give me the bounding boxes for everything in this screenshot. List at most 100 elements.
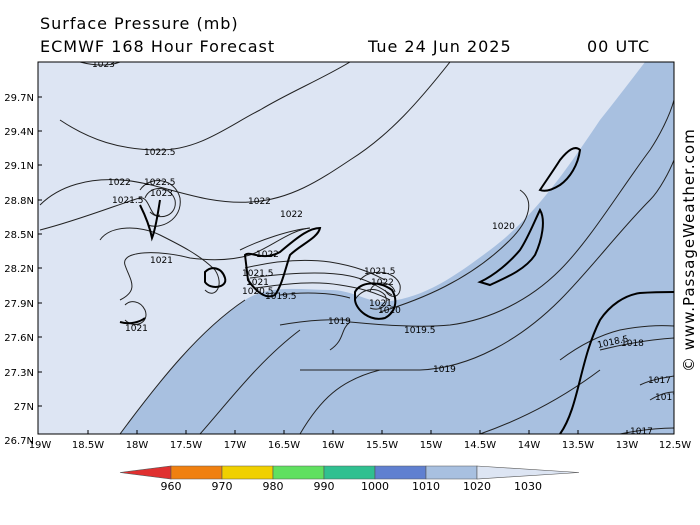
- lon-ticks: [87, 430, 628, 434]
- colorbar-segment: [119, 465, 172, 480]
- isobar-1018-5: [559, 325, 674, 361]
- isobars: [39, 62, 674, 434]
- label-1019-5-a: 1019.5: [265, 292, 297, 302]
- label-1020-b: 1020: [492, 222, 515, 232]
- colorbar-label: 1020: [463, 480, 491, 493]
- coast-la-palma: [139, 199, 161, 242]
- lon-label: 15.5W: [366, 440, 398, 451]
- isobar-1023-ring: [144, 188, 176, 218]
- isobar-1021-east: [354, 289, 387, 310]
- lat-label: 27.3N: [4, 368, 34, 379]
- pressure-fill-1010-1020: [120, 62, 674, 434]
- isobar-1020-west-coast: [119, 299, 246, 434]
- colorbar-segment: [323, 465, 376, 480]
- colorbar-label: 980: [263, 480, 284, 493]
- isobar-1019-south: [299, 159, 674, 371]
- colorbar-segment: [374, 465, 427, 480]
- isobar-1019-diag: [199, 329, 301, 434]
- lon-label: 16.5W: [268, 440, 300, 451]
- colorbar-label: 1030: [514, 480, 542, 493]
- latitude-axis: 29.7N 29.4N 29.1N 28.8N 28.5N 28.2N 27.9…: [4, 93, 34, 447]
- label-1021-5-b: 1021.5: [242, 269, 274, 279]
- lat-label: 26.7N: [4, 436, 34, 447]
- colorbar-segment: [170, 465, 223, 480]
- lon-label: 16W: [322, 440, 345, 451]
- isobar-1021-central: [249, 272, 393, 296]
- longitude-axis: 19W 18.5W 18W 17.5W 17W 16.5W 16W 15.5W …: [29, 440, 692, 451]
- lon-label: 14W: [518, 440, 541, 451]
- label-1021-c: 1021: [369, 299, 392, 309]
- coast-africa: [559, 291, 674, 434]
- colorbar-label: 1000: [361, 480, 389, 493]
- lat-ticks: [38, 96, 42, 407]
- lon-label: 18.5W: [72, 440, 104, 451]
- coast-lanzarote: [538, 147, 582, 192]
- label-1022-5-b: 1022.5: [144, 178, 176, 188]
- colorbar-label: 960: [161, 480, 182, 493]
- lat-label: 27.9N: [4, 299, 34, 310]
- label-1023-top: 1023: [92, 60, 115, 70]
- lon-label: 19W: [29, 440, 52, 451]
- label-1018: 1018: [621, 339, 644, 349]
- forecast-time: 00 UTC: [587, 37, 651, 56]
- isobar-1019: [279, 319, 351, 351]
- label-1022-5-a: 1022.5: [144, 148, 176, 158]
- colorbar-label: 1010: [412, 480, 440, 493]
- lat-label: 29.4N: [4, 127, 34, 138]
- lon-label: 15W: [420, 440, 443, 451]
- label-1020-5: 1020.5: [242, 287, 274, 297]
- label-1022-e: 1022: [371, 278, 394, 288]
- label-1021-a: 1021: [150, 256, 173, 266]
- isobar-1020-5: [254, 282, 391, 301]
- label-1017-b: 1017: [655, 393, 678, 403]
- label-1021-d: 1021: [125, 324, 148, 334]
- label-1019-5-b: 1019.5: [404, 326, 436, 336]
- colorbar-labels: 960 970 980 990 1000 1010 1020 1030: [161, 480, 543, 493]
- map-plot-area: 1023 1022.5 1022 1022.5 1023 1021.5 1022…: [38, 60, 678, 437]
- label-1019-b: 1019: [433, 365, 456, 375]
- lat-label: 27.6N: [4, 333, 34, 344]
- isobar-1017: [619, 375, 674, 434]
- lat-label: 28.8N: [4, 196, 34, 207]
- colorbar-label: 970: [212, 480, 233, 493]
- isobar-1020-east: [379, 189, 530, 313]
- isobar-1021: [99, 227, 220, 294]
- lat-label: 27N: [14, 402, 34, 413]
- pressure-colorbar: [119, 465, 580, 480]
- lat-label: 29.7N: [4, 93, 34, 104]
- colorbar-segment: [221, 465, 274, 480]
- lat-label: 29.1N: [4, 161, 34, 172]
- lon-label: 17W: [224, 440, 247, 451]
- isobar-1021-5-central: [244, 259, 386, 281]
- isobar-1018-diag: [299, 369, 381, 434]
- lon-label: 13W: [616, 440, 639, 451]
- coast-el-hierro: [204, 267, 227, 288]
- label-1022-a: 1022: [108, 178, 131, 188]
- isobar-1018: [599, 337, 674, 351]
- lat-label: 28.2N: [4, 264, 34, 275]
- isobar-1022: [39, 62, 451, 206]
- site-credit: © www.PassageWeather.com: [680, 128, 698, 372]
- label-1017-c: 1017: [630, 427, 653, 437]
- label-1021-5-a: 1021.5: [112, 196, 144, 206]
- isobar-1021-5-west: [39, 197, 161, 231]
- isobar-1022-5: [59, 62, 351, 151]
- lon-label: 17.5W: [170, 440, 202, 451]
- coast-fuerteventura: [477, 207, 544, 287]
- coast-tenerife: [243, 226, 322, 298]
- coast-la-gomera: [119, 317, 146, 325]
- model-forecast-label: ECMWF 168 Hour Forecast: [40, 37, 276, 56]
- label-1022-c: 1022: [280, 210, 303, 220]
- isobar-1019-5: [349, 99, 674, 327]
- isobar-1022-central: [239, 227, 311, 251]
- label-1023: 1023: [150, 189, 173, 199]
- coast-gran-canaria: [354, 282, 397, 320]
- lon-label: 14.5W: [464, 440, 496, 451]
- forecast-date: Tue 24 Jun 2025: [368, 37, 512, 56]
- lon-label: 13.5W: [562, 440, 594, 451]
- map-title: Surface Pressure (mb): [40, 14, 239, 33]
- isobar-1023-top: [79, 62, 121, 66]
- isobar-1019-5-west: [279, 292, 351, 299]
- isobar-1021-outer: [119, 227, 311, 301]
